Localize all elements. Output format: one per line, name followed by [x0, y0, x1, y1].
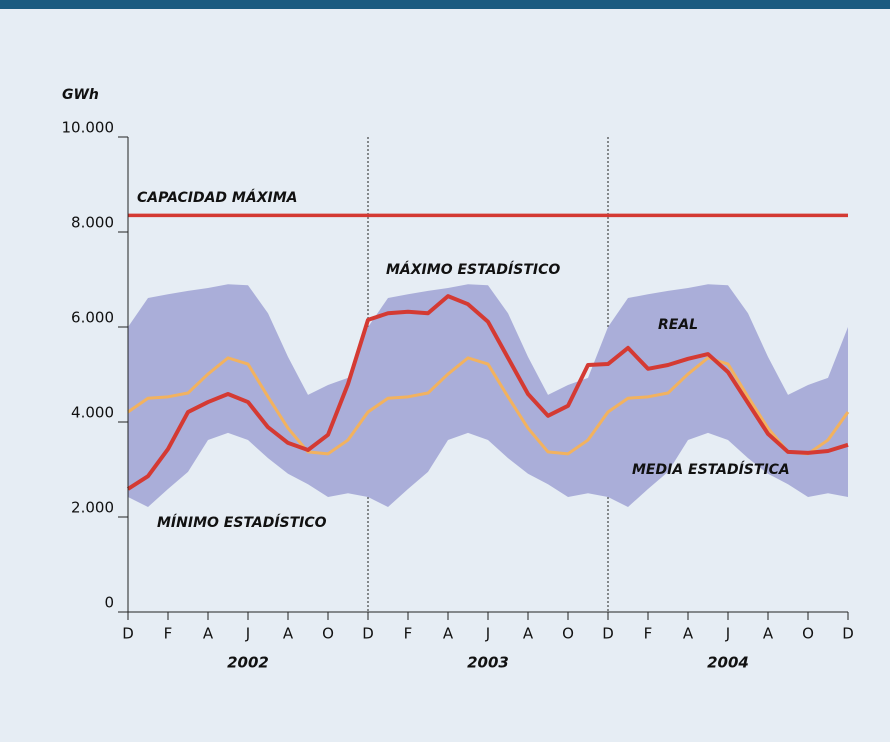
x-tick-label: F: [404, 625, 413, 643]
series-label: MEDIA ESTADÍSTICA: [632, 461, 790, 478]
x-tick-label: F: [164, 625, 173, 643]
y-tick-label: 0: [104, 594, 114, 612]
x-tick-label: J: [725, 625, 730, 643]
x-tick-label: J: [245, 625, 250, 643]
line-series: [126, 294, 849, 491]
x-tick-label: O: [562, 625, 574, 643]
y-tick-label: 8.000: [71, 214, 114, 232]
x-tick-label: A: [683, 625, 694, 643]
y-tick-label: 10.000: [62, 119, 115, 137]
top-bar: [0, 0, 890, 9]
x-tick-label: A: [763, 625, 774, 643]
year-label: 2004: [707, 654, 749, 672]
x-tick-label: D: [842, 625, 854, 643]
x-tick-label: A: [523, 625, 534, 643]
y-tick-label: 4.000: [71, 404, 114, 422]
y-tick-label: 2.000: [71, 499, 114, 517]
series-label: MÍNIMO ESTADÍSTICO: [157, 514, 327, 531]
x-tick-label: D: [362, 625, 374, 643]
line-series: [127, 356, 850, 456]
x-tick-label: D: [602, 625, 614, 643]
x-tick-label: A: [443, 625, 454, 643]
x-tick-label: A: [203, 625, 214, 643]
capacity-label: CAPACIDAD MÁXIMA: [137, 189, 297, 206]
y-axis-label: GWh: [62, 87, 99, 103]
series-label: REAL: [658, 317, 698, 333]
x-tick-label: F: [644, 625, 653, 643]
y-tick-label: 6.000: [71, 309, 114, 327]
year-label: 2003: [467, 654, 509, 672]
x-tick-label: O: [802, 625, 814, 643]
x-tick-label: A: [283, 625, 294, 643]
x-tick-label: O: [322, 625, 334, 643]
year-label: 2002: [227, 654, 269, 672]
x-tick-label: J: [485, 625, 490, 643]
x-tick-label: D: [122, 625, 134, 643]
series-label: MÁXIMO ESTADÍSTICO: [386, 261, 560, 278]
